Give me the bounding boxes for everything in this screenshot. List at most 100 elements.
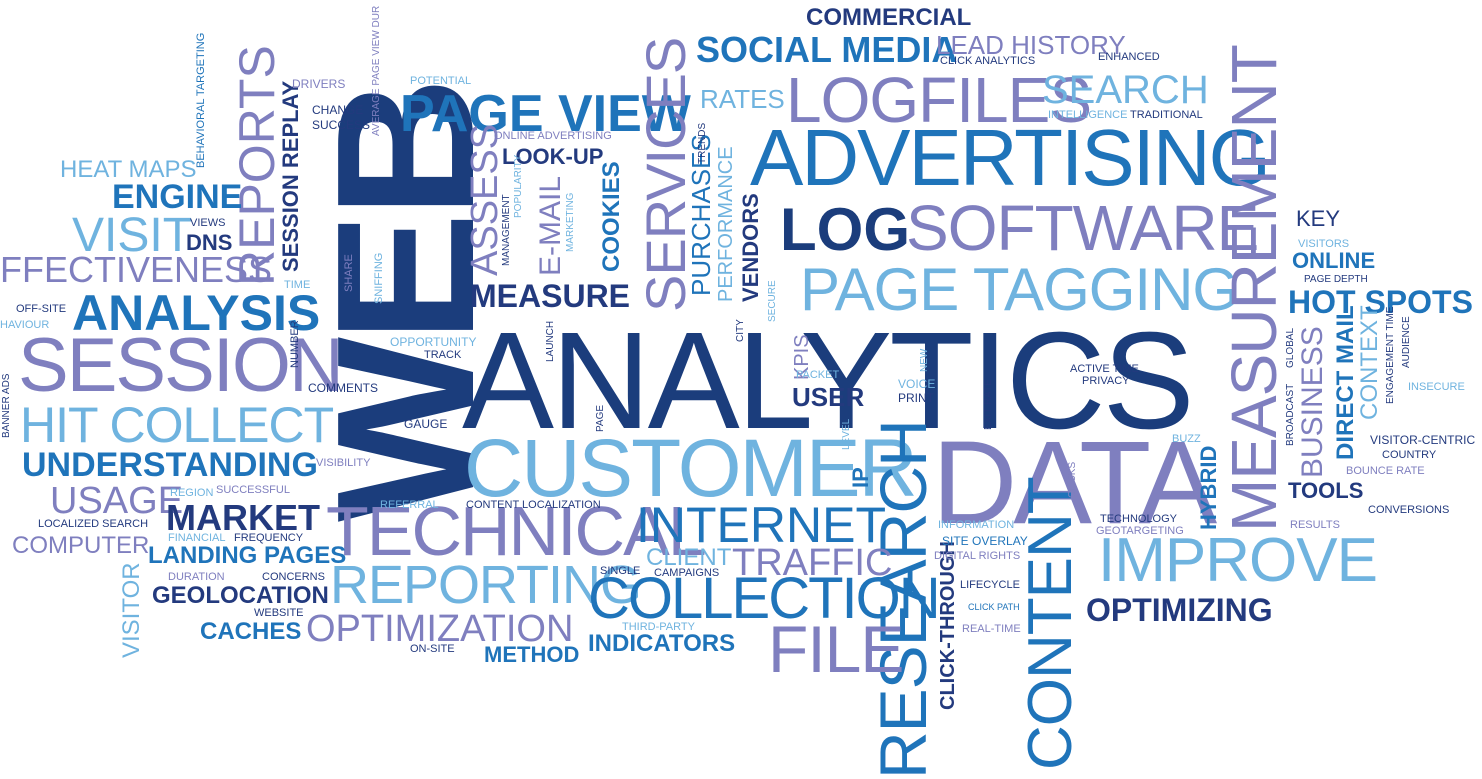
- word-look-up: LOOK-UP: [502, 144, 604, 169]
- word-reporting: REPORTING: [330, 555, 642, 615]
- word-packet: PACKET: [796, 369, 840, 381]
- word-tools: TOOLS: [1288, 478, 1364, 503]
- word-active-time: ACTIVE TIME: [1070, 363, 1139, 375]
- word-visit: VISIT: [72, 209, 193, 262]
- word-geolocation: GEOLOCATION: [152, 582, 329, 609]
- word-new: NEW: [919, 348, 930, 372]
- word-concerns: CONCERNS: [262, 571, 325, 583]
- word-region: REGION: [170, 487, 214, 499]
- word-financial: FINANCIAL: [168, 532, 226, 544]
- word-engagement-time: ENGAGEMENT TIME: [1385, 306, 1396, 404]
- word-campaigns: CAMPAIGNS: [654, 567, 720, 579]
- word-buzz: BUZZ: [1172, 433, 1201, 445]
- word-vendors: VENDORS: [738, 193, 763, 302]
- word-behavioral-targeting: BEHAVIORAL TARGETING: [195, 32, 207, 168]
- word-on-site: ON-SITE: [410, 643, 455, 655]
- word-real-time: REAL-TIME: [962, 623, 1021, 635]
- word-drivers: DRIVERS: [292, 77, 346, 91]
- word-improve: IMPROVE: [1098, 526, 1378, 595]
- word-number: NUMBER: [289, 320, 301, 368]
- word-business: BUSINESS: [1296, 326, 1329, 478]
- word-launch: LAUNCH: [545, 320, 556, 362]
- word-intelligence: INTELLIGENCE: [1048, 109, 1128, 121]
- word-popularity: POPULARITY: [513, 154, 524, 218]
- word-site-overlay: SITE OVERLAY: [942, 534, 1028, 548]
- word-online-advertising: ONLINE ADVERTISING: [494, 130, 612, 142]
- word-traffic: TRAFFIC: [732, 542, 893, 584]
- word-traditional: TRADITIONAL: [1130, 109, 1203, 121]
- word-digital-rights: DIGITAL RIGHTS: [934, 550, 1021, 562]
- word-country: COUNTRY: [1382, 449, 1437, 461]
- word-assess: ASSESS: [464, 123, 506, 276]
- word-analytics: ANALYTICS: [462, 304, 1195, 458]
- word-print: PRINT: [898, 391, 934, 405]
- word-marketing: MARKETING: [565, 192, 576, 252]
- word-views: VIEWS: [190, 217, 226, 229]
- word-computer: COMPUTER: [12, 532, 150, 559]
- word-broadcast: BROADCAST: [1285, 383, 1296, 446]
- word-session: SESSION: [18, 323, 344, 408]
- word-gauge: GAUGE: [404, 417, 448, 431]
- word-visitors: VISITORS: [1298, 238, 1350, 250]
- word-method: METHOD: [484, 642, 580, 667]
- word-content: CONTENT: [1016, 477, 1085, 770]
- word-sniffing: SNIFFING: [373, 252, 385, 304]
- word-commercial: COMMERCIAL: [806, 4, 972, 31]
- word-duration: DURATION: [168, 571, 225, 583]
- word-page-tagging: PAGE TAGGING: [800, 256, 1239, 323]
- word-file: FILE: [768, 612, 904, 686]
- word-success: SUCCESS: [312, 118, 371, 132]
- word-social-media: SOCIAL MEDIA: [696, 29, 958, 70]
- word-technical: TECHNICAL: [326, 492, 707, 570]
- word-average-page-view: AVERAGE PAGE VIEW DUR: [371, 5, 382, 136]
- word-conversions: CONVERSIONS: [1368, 504, 1450, 516]
- word-data: DATA: [932, 417, 1217, 549]
- word-usage: USAGE: [50, 480, 184, 522]
- word-landing-pages: LANDING PAGES: [148, 542, 347, 569]
- word-hybrid: HYBRID: [1196, 445, 1221, 530]
- word-context: CONTEXT: [1356, 305, 1383, 420]
- word-successful: SUCCESSFUL: [216, 484, 290, 496]
- word-global: GLOBAL: [1285, 327, 1296, 368]
- word-lead-history: LEAD HISTORY: [936, 30, 1126, 60]
- word-internet: INTERNET: [636, 497, 886, 553]
- word-technology: TECHNOLOGY: [1100, 513, 1178, 525]
- word-referral: REFERRAL: [380, 499, 439, 511]
- word-lifecycle: LIFECYCLE: [960, 579, 1020, 591]
- word-opportunity: OPPORTUNITY: [390, 335, 477, 349]
- word-heat-maps: HEAT MAPS: [60, 156, 197, 183]
- word-measurement: MEASUREMENT: [1218, 45, 1290, 532]
- word-enhanced: ENHANCED: [1098, 51, 1160, 63]
- word-measure: MEASURE: [470, 278, 631, 314]
- word-banner-ads: BANNER ADS: [1, 373, 12, 438]
- word-trends: TRENDS: [697, 122, 708, 164]
- word-market: MARKET: [166, 497, 320, 538]
- word-effectiveness: FFECTIVENESS: [0, 249, 273, 290]
- word-insecure: INSECURE: [1408, 381, 1465, 393]
- word-indicators: INDICATORS: [588, 630, 736, 657]
- word-track: TRACK: [424, 349, 462, 361]
- word-dns: DNS: [186, 230, 233, 255]
- word-secure: SECURE: [767, 280, 778, 322]
- word-potential: POTENTIAL: [410, 75, 472, 87]
- word-click-path: CLICK PATH: [968, 602, 1020, 612]
- word-level: LEVEL: [841, 418, 852, 450]
- word-visibility: VISIBILITY: [316, 457, 371, 469]
- word-log: LOG: [780, 196, 910, 263]
- word-customer: CUSTOMER: [464, 423, 918, 514]
- word-user: USER: [792, 382, 865, 412]
- word-information: INFORMATION: [938, 519, 1015, 531]
- word-content-localization: CONTENT LOCALIZATION: [466, 499, 601, 511]
- word-client: CLIENT: [646, 544, 732, 571]
- word-change: CHANGE: [312, 103, 364, 117]
- word-clicks: CLICKS: [1067, 461, 1078, 498]
- word-collection: COLLECTION: [588, 566, 941, 631]
- word-page: PAGE: [595, 404, 606, 432]
- word-key: KEY: [1296, 206, 1341, 231]
- word-exit-rate: EXIT RATE: [983, 379, 994, 430]
- word-page-depth: PAGE DEPTH: [1304, 274, 1368, 285]
- word-time: TIME: [284, 279, 311, 291]
- word-direct-mail: DIRECT MAIL: [1332, 305, 1359, 460]
- word-visitor-centric: VISITOR-CENTRIC: [1370, 433, 1476, 447]
